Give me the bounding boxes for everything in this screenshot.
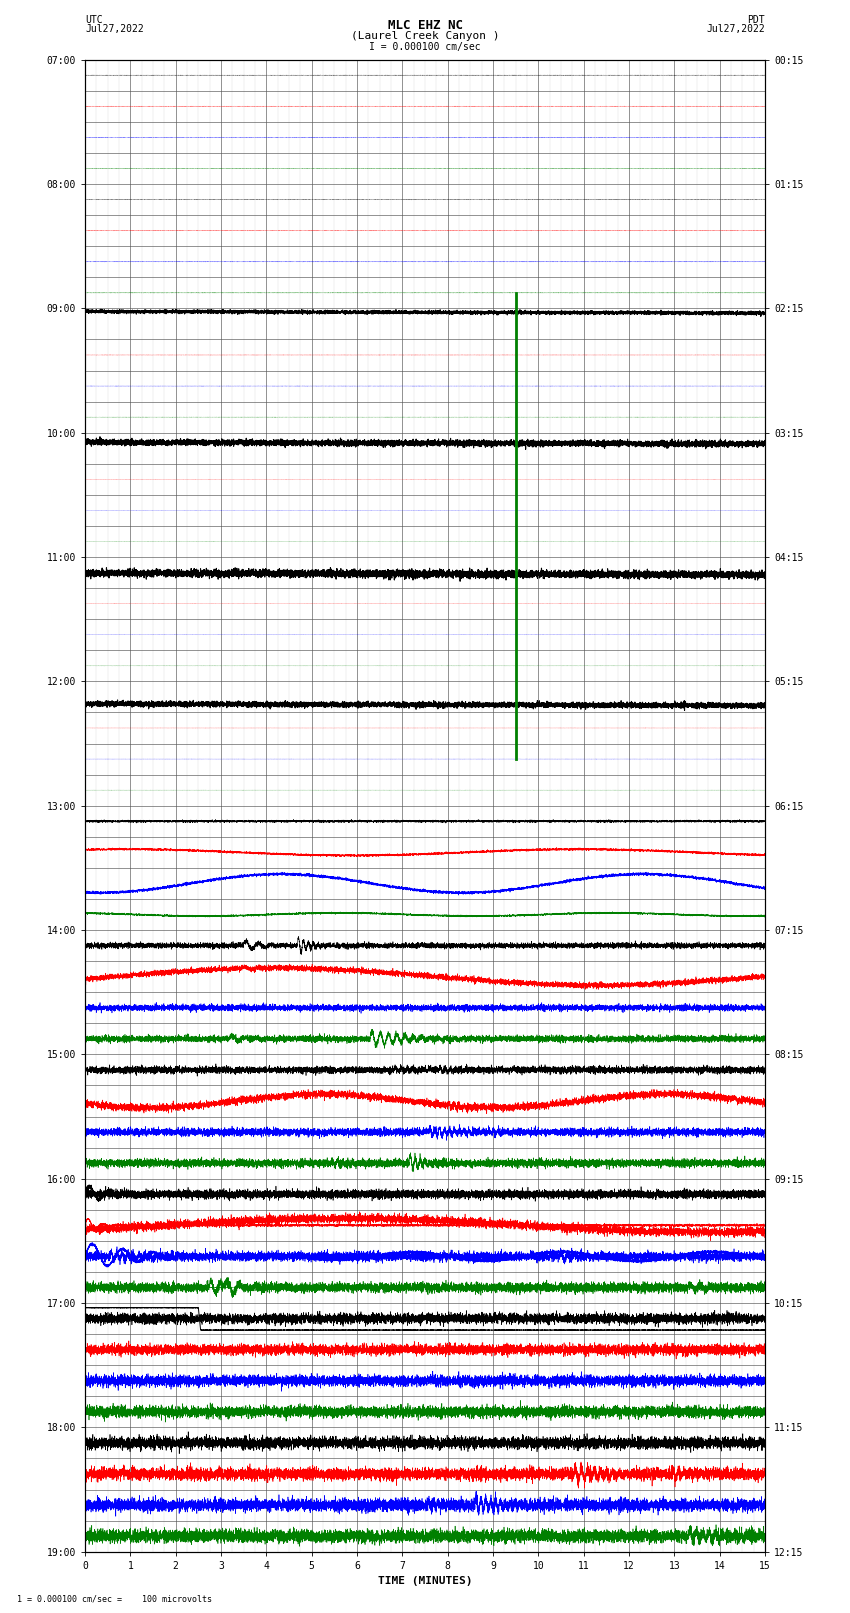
Text: 1 = 0.000100 cm/sec =    100 microvolts: 1 = 0.000100 cm/sec = 100 microvolts: [17, 1594, 212, 1603]
Text: Jul27,2022: Jul27,2022: [706, 24, 765, 34]
Text: Jul27,2022: Jul27,2022: [85, 24, 144, 34]
Text: MLC EHZ NC: MLC EHZ NC: [388, 19, 462, 32]
X-axis label: TIME (MINUTES): TIME (MINUTES): [377, 1576, 473, 1586]
Text: PDT: PDT: [747, 15, 765, 24]
Text: (Laurel Creek Canyon ): (Laurel Creek Canyon ): [351, 31, 499, 40]
Text: UTC: UTC: [85, 15, 103, 24]
Text: I = 0.000100 cm/sec: I = 0.000100 cm/sec: [369, 42, 481, 52]
